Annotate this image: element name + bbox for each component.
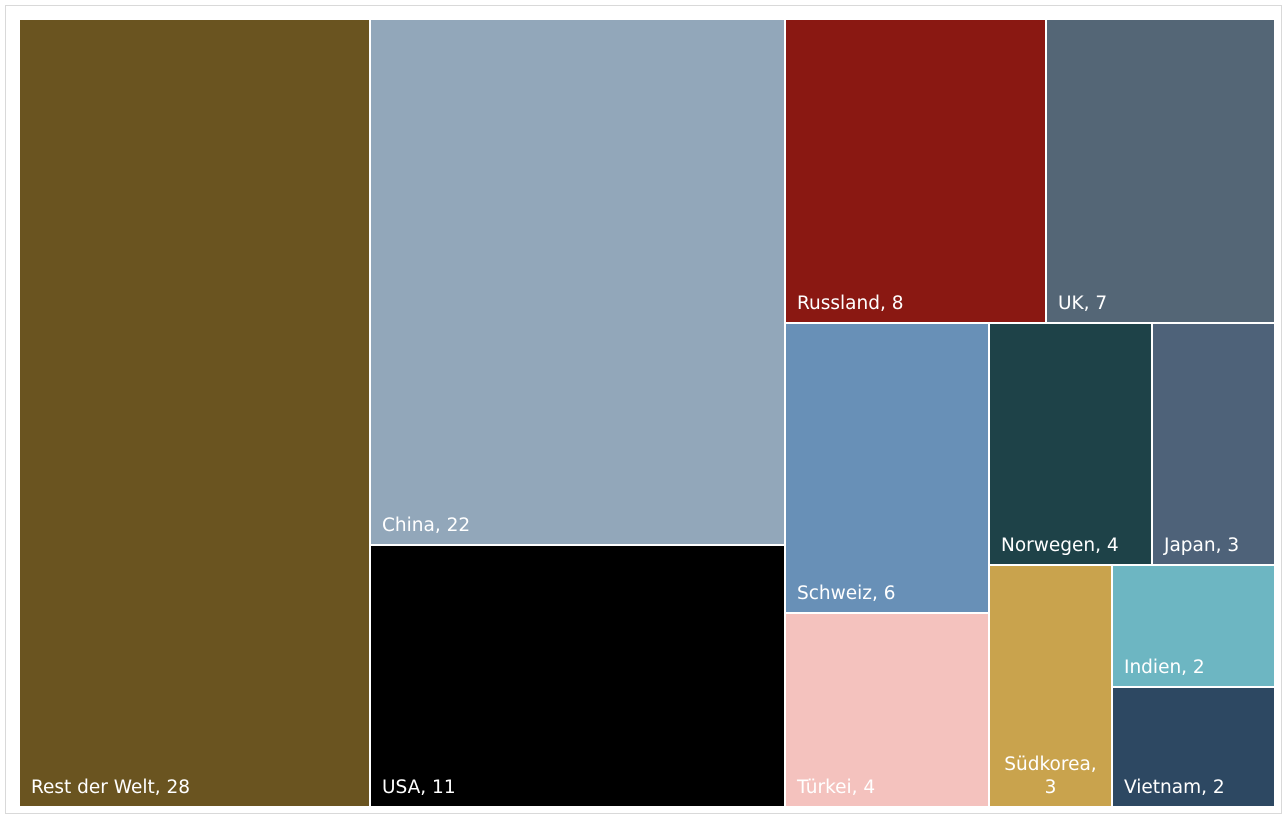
treemap-tile-label: China, 22 (382, 515, 471, 536)
treemap-tile-japan: Japan, 3 (1153, 324, 1274, 564)
treemap-tile-russland: Russland, 8 (786, 20, 1045, 322)
treemap-tile-indien: Indien, 2 (1113, 566, 1274, 686)
treemap-tile-label: Schweiz, 6 (797, 583, 896, 604)
treemap-tile-label: USA, 11 (382, 777, 456, 798)
treemap-tile-label: UK, 7 (1058, 293, 1108, 314)
treemap-tile-label: Türkei, 4 (797, 777, 876, 798)
treemap-tile-uk: UK, 7 (1047, 20, 1274, 322)
treemap-tile-label: Norwegen, 4 (1001, 535, 1119, 556)
treemap-tile-label: Vietnam, 2 (1124, 777, 1225, 798)
treemap-tile-label: Rest der Welt, 28 (31, 777, 191, 798)
treemap-tile-norwegen: Norwegen, 4 (990, 324, 1151, 564)
treemap-tile-türkei: Türkei, 4 (786, 614, 988, 806)
treemap-tile-china: China, 22 (371, 20, 784, 544)
treemap-tile-schweiz: Schweiz, 6 (786, 324, 988, 612)
treemap-tile-label: Indien, 2 (1124, 657, 1205, 678)
treemap-tile-label: Südkorea, 3 (1004, 754, 1097, 798)
treemap-tile-südkorea: Südkorea, 3 (990, 566, 1111, 806)
treemap-tile-rest-der-welt: Rest der Welt, 28 (20, 20, 369, 806)
treemap-tile-label: Japan, 3 (1164, 535, 1240, 556)
treemap-tile-vietnam: Vietnam, 2 (1113, 688, 1274, 806)
treemap-tile-label: Russland, 8 (797, 293, 904, 314)
treemap-tile-usa: USA, 11 (371, 546, 784, 806)
